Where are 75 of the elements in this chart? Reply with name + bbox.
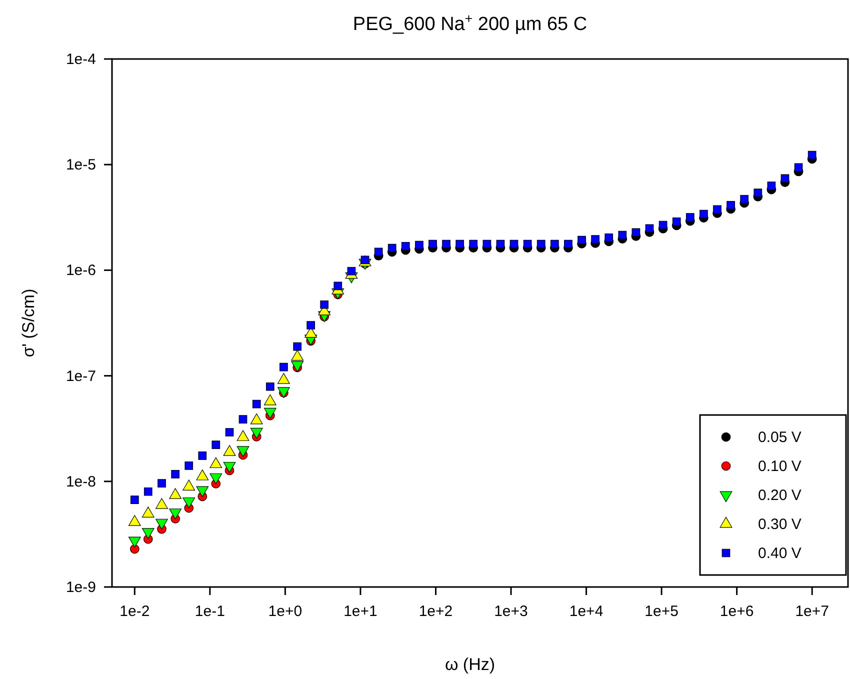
point	[320, 300, 328, 309]
point	[144, 487, 152, 496]
x-tick-label: 1e+4	[569, 603, 604, 620]
point	[347, 266, 356, 276]
point	[171, 470, 180, 478]
point	[700, 210, 708, 218]
legend-label: 0.40 V	[758, 545, 802, 562]
y-tick-label: 1e-5	[66, 156, 96, 174]
point	[658, 220, 668, 230]
point	[225, 428, 234, 436]
point	[130, 544, 140, 554]
point	[401, 242, 410, 250]
x-tick-label: 1e+6	[720, 603, 754, 620]
point	[482, 240, 492, 248]
point	[767, 182, 776, 190]
point	[740, 194, 749, 204]
point	[280, 362, 288, 372]
point	[252, 400, 261, 408]
x-tick-label: 1e-2	[120, 603, 150, 620]
x-tick-label: 1e+5	[644, 603, 678, 620]
legend-label: 0.10 V	[758, 458, 802, 475]
point	[293, 342, 302, 351]
legend-label: 0.05 V	[758, 429, 802, 446]
y-tick-label: 1e-9	[66, 579, 96, 596]
y-tick-label: 1e-6	[66, 262, 96, 280]
point	[604, 234, 614, 242]
point	[713, 205, 722, 214]
point	[184, 461, 194, 470]
point	[591, 235, 600, 244]
x-tick-label: 1e+7	[795, 603, 829, 620]
point	[510, 240, 518, 248]
x-tick-label: 1e-1	[194, 603, 225, 620]
point	[794, 163, 803, 172]
point	[428, 240, 437, 248]
point	[388, 244, 396, 252]
point	[618, 230, 627, 240]
point	[726, 200, 735, 210]
point	[496, 240, 505, 248]
point	[686, 213, 694, 222]
point	[672, 218, 681, 226]
point	[469, 240, 478, 248]
point	[632, 228, 640, 237]
point	[334, 282, 342, 290]
point	[808, 150, 816, 160]
point	[374, 248, 383, 256]
legend-label: 0.20 V	[758, 487, 802, 504]
point	[198, 452, 207, 460]
point	[645, 224, 654, 233]
legend-label: 0.30 V	[758, 516, 802, 533]
x-tick-label: 1e+3	[494, 603, 528, 620]
point	[415, 240, 424, 250]
point	[306, 321, 315, 330]
point	[523, 240, 532, 248]
point	[130, 496, 139, 504]
x-tick-label: 1e+2	[418, 603, 453, 620]
point	[158, 479, 166, 488]
point	[456, 240, 464, 248]
x-axis-title: ω (Hz)	[444, 655, 496, 674]
y-tick-label: 1e-8	[66, 473, 96, 490]
x-tick-label: 1e+1	[344, 603, 378, 620]
point	[238, 415, 248, 424]
y-tick-label: 1e-7	[66, 368, 96, 385]
y-axis-title: σ' (S/cm)	[19, 288, 38, 358]
x-tick-label: 1e+0	[268, 603, 302, 620]
point	[754, 188, 762, 198]
chart-title: PEG_600 Na$^{+}$ 200 µm 65 C	[352, 10, 588, 35]
point	[578, 236, 586, 244]
point	[550, 240, 559, 248]
y-tick-label: 1e-4	[66, 51, 96, 68]
point	[536, 240, 546, 248]
point	[266, 382, 274, 391]
point	[212, 440, 220, 449]
point	[780, 174, 790, 183]
point	[564, 240, 572, 248]
point	[442, 240, 450, 248]
